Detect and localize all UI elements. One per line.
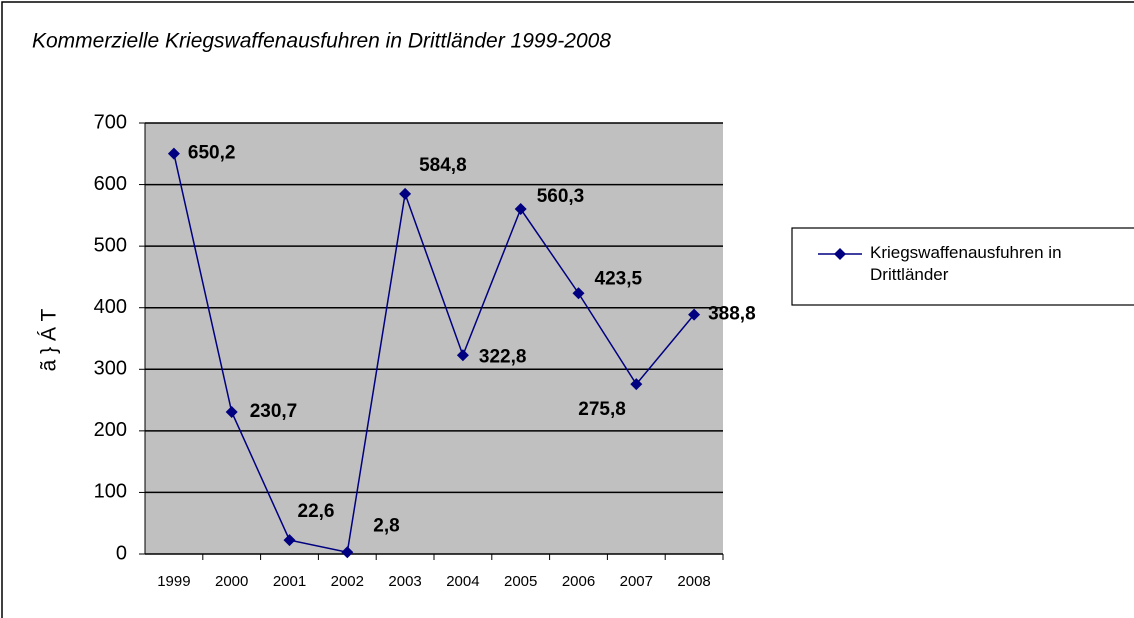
data-label: 230,7	[250, 401, 298, 422]
x-tick-label: 2007	[620, 573, 653, 590]
marker	[283, 534, 296, 547]
y-tick-label: 100	[94, 481, 127, 503]
data-label: 322,8	[479, 346, 527, 367]
series-line	[173, 153, 695, 554]
y-tick-label: 300	[94, 358, 127, 380]
chart-title: Kommerzielle Kriegswaffenausfuhren in Dr…	[32, 30, 611, 53]
x-tick-label: 2002	[331, 573, 364, 590]
marker	[688, 308, 701, 321]
marker	[456, 349, 469, 362]
marker	[630, 378, 643, 391]
marker	[572, 287, 585, 300]
x-tick-label: 2004	[446, 573, 479, 590]
marker	[167, 147, 180, 160]
data-label: 22,6	[298, 501, 335, 522]
data-label: 423,5	[595, 268, 643, 289]
x-tick-label: 2003	[388, 573, 421, 590]
y-tick-label: 700	[94, 111, 127, 133]
x-tick-label: 1999	[157, 573, 190, 590]
legend-box	[791, 227, 1134, 306]
y-tick-label: 400	[94, 296, 127, 318]
marker	[514, 203, 527, 216]
marker	[341, 546, 354, 559]
plot-area	[145, 123, 723, 554]
data-label: 650,2	[188, 143, 236, 164]
data-label: 2,8	[373, 515, 399, 536]
x-tick-label: 2005	[504, 573, 537, 590]
y-tick-label: 200	[94, 419, 127, 441]
marker	[225, 405, 238, 418]
data-label: 584,8	[419, 155, 467, 176]
data-label: 388,8	[708, 304, 756, 325]
y-tick-label: 500	[94, 234, 127, 256]
x-tick-label: 2001	[273, 573, 306, 590]
y-tick-label: 600	[94, 173, 127, 195]
marker	[399, 187, 412, 200]
data-label: 560,3	[537, 186, 585, 207]
y-axis-label: ã } Á T	[38, 309, 61, 372]
y-tick-label: 0	[116, 542, 127, 564]
data-label: 275,8	[578, 399, 626, 420]
legend-label: Kriegswaffenausfuhren in Drittländer	[870, 243, 1062, 284]
x-tick-label: 2008	[677, 573, 710, 590]
legend-marker	[834, 248, 846, 260]
x-tick-label: 2000	[215, 573, 248, 590]
x-tick-label: 2006	[562, 573, 595, 590]
